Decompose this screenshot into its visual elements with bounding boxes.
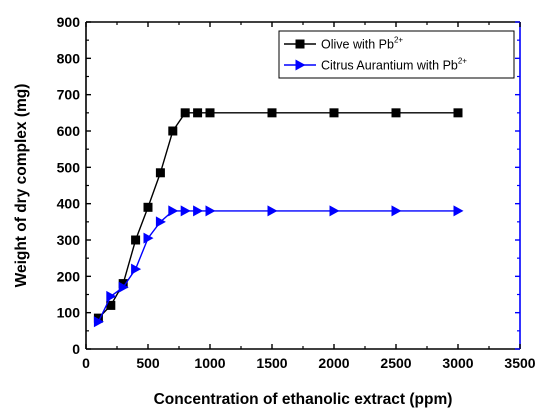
legend-marker <box>295 59 306 71</box>
x-axis: 0 500 1000 1500 2000 2500 3000 3500 <box>82 22 536 371</box>
data-point <box>93 313 103 323</box>
x-tick-label: 500 <box>136 355 160 371</box>
series-line <box>97 210 458 323</box>
x-tick-label: 3500 <box>504 355 535 371</box>
data-point <box>131 263 142 275</box>
series-2 <box>93 205 464 328</box>
y-tick-label: 200 <box>57 268 81 284</box>
data-point <box>205 205 216 217</box>
legend-box <box>278 30 515 79</box>
data-point <box>391 108 401 118</box>
legend-entry: Olive with Pb2+ <box>284 36 403 52</box>
data-point <box>267 205 278 217</box>
data-point <box>131 235 141 245</box>
y-tick-label: 100 <box>57 305 81 321</box>
data-point <box>155 216 166 228</box>
x-tick-label: 1500 <box>256 355 287 371</box>
x-tick-label: 1000 <box>194 355 225 371</box>
data-point <box>93 316 104 328</box>
data-point <box>143 232 154 244</box>
legend-marker <box>295 39 305 49</box>
series-1 <box>93 108 463 323</box>
data-point <box>193 108 203 118</box>
data-point <box>391 205 402 217</box>
y-axis: 0 100 200 300 400 500 600 700 800 900 <box>57 14 520 357</box>
y-tick-label: 600 <box>57 123 81 139</box>
data-point <box>168 126 178 136</box>
data-point <box>329 205 340 217</box>
data-point <box>118 279 128 289</box>
legend-label: Olive with Pb2+ <box>321 36 403 52</box>
legend-label: Citrus Aurantium with Pb2+ <box>321 57 467 73</box>
y-tick-label: 800 <box>57 50 81 66</box>
series-layer <box>93 108 464 328</box>
x-tick-label: 2000 <box>318 355 349 371</box>
data-point <box>143 202 153 212</box>
data-point <box>168 205 179 217</box>
y-tick-label: 300 <box>57 232 81 248</box>
x-axis-title: Concentration of ethanolic extract (ppm) <box>154 391 453 408</box>
data-point <box>106 290 117 302</box>
y-tick-label: 900 <box>57 14 81 30</box>
legend-entry: Citrus Aurantium with Pb2+ <box>284 57 467 73</box>
x-tick-label: 0 <box>82 355 90 371</box>
legend-superscript: 2+ <box>394 36 403 45</box>
y-tick-label: 400 <box>57 196 81 212</box>
data-point <box>453 205 464 217</box>
legend: Olive with Pb2+ Citrus Aurantium with Pb2… <box>278 30 515 79</box>
data-point <box>180 108 190 118</box>
x-tick-label: 3000 <box>442 355 473 371</box>
legend-superscript: 2+ <box>458 57 467 66</box>
data-point <box>180 205 191 217</box>
data-point <box>267 108 277 118</box>
x-tick-label: 2500 <box>380 355 411 371</box>
y-tick-label: 500 <box>57 159 81 175</box>
y-tick-label: 0 <box>72 341 80 357</box>
data-point <box>155 168 165 178</box>
data-point <box>118 281 129 293</box>
data-point <box>205 108 215 118</box>
data-point <box>106 300 116 310</box>
data-point <box>453 108 463 118</box>
series-line <box>97 112 458 319</box>
data-point <box>193 205 204 217</box>
y-tick-label: 700 <box>57 87 81 103</box>
data-point <box>329 108 339 118</box>
y-axis-title: Weight of dry complex (mg) <box>13 84 30 288</box>
